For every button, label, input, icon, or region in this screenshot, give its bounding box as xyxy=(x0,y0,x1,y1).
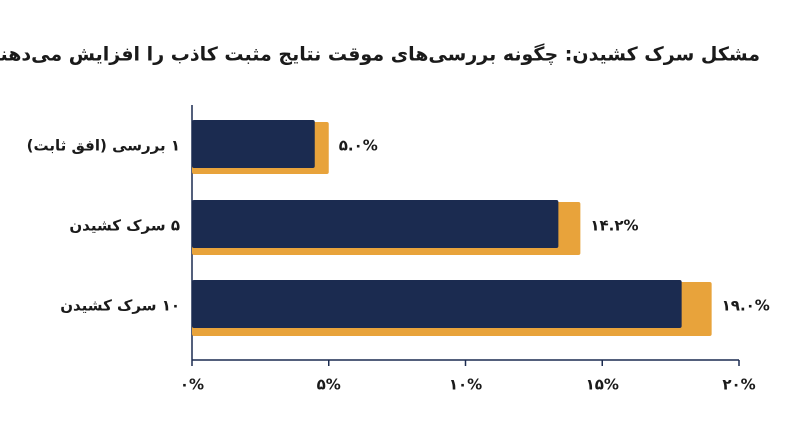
x-tick-label: ۵% xyxy=(317,376,341,394)
bar-face xyxy=(192,280,682,328)
y-tick-label: ۱۰ سرک کشیدن xyxy=(60,297,180,315)
x-tick-label: ۲۰% xyxy=(722,376,755,394)
value-label: ۵.۰% xyxy=(339,137,378,155)
value-label: ۱۹.۰% xyxy=(722,297,770,315)
bar-face xyxy=(192,200,559,248)
y-tick-label: ۱ بررسی (افق ثابت) xyxy=(27,137,180,155)
x-tick-label: ۱۵% xyxy=(586,376,619,394)
value-label: ۱۴.۲% xyxy=(590,217,638,235)
x-tick-label: ۱۰% xyxy=(449,376,482,394)
x-tick-label: ۰% xyxy=(180,376,204,394)
y-tick-label: ۵ سرک کشیدن xyxy=(69,217,180,235)
chart-title: مشکل سرک کشیدن: چگونه بررسی‌های موقت نتا… xyxy=(0,43,760,66)
bar-face xyxy=(192,120,315,168)
